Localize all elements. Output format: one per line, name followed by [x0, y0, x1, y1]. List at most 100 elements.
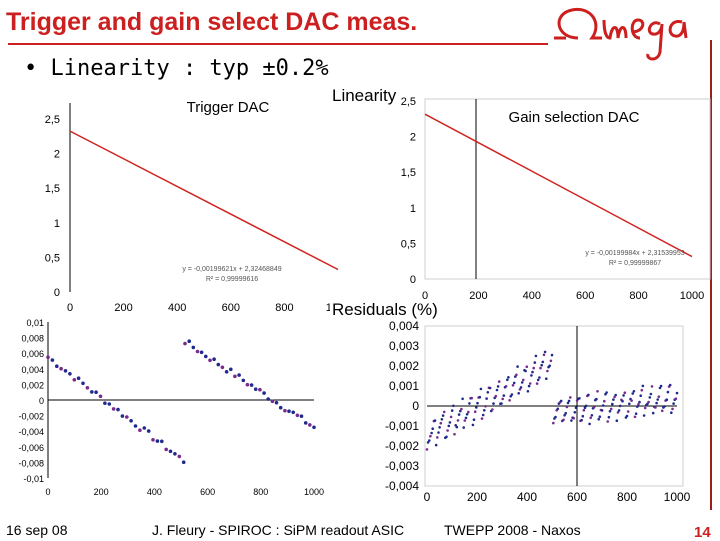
- y-tick-label: 0: [412, 399, 419, 413]
- x-tick-label: 400: [147, 487, 162, 497]
- residual-point: [534, 354, 538, 358]
- fit-equation: y = -0,00199621x + 2,32468849: [182, 266, 281, 273]
- y-tick-label: 0: [39, 396, 44, 406]
- slide-frame-line: [710, 40, 712, 510]
- residual-point: [253, 387, 258, 391]
- y-tick-label: -0,004: [18, 427, 44, 437]
- residual-point: [671, 407, 674, 411]
- residual-point: [187, 339, 191, 343]
- y-tick-label: -0,003: [385, 459, 419, 473]
- residual-point: [50, 358, 55, 362]
- residual-point: [299, 414, 304, 418]
- x-tick-label: 200: [467, 490, 487, 504]
- residual-point: [639, 394, 642, 397]
- residual-point: [625, 414, 629, 418]
- residual-point: [606, 420, 609, 423]
- residual-point: [654, 406, 657, 409]
- residual-point: [515, 373, 518, 377]
- residual-point: [308, 423, 312, 427]
- residual-point: [463, 419, 467, 422]
- residual-point: [603, 399, 606, 403]
- residual-point: [562, 418, 565, 422]
- residual-point: [611, 402, 614, 406]
- residual-point: [618, 404, 622, 408]
- residual-point: [63, 369, 68, 373]
- residual-point: [651, 411, 655, 415]
- residual-point: [502, 394, 506, 397]
- y-tick-label: 0,5: [401, 238, 416, 250]
- residual-point: [666, 390, 670, 394]
- residual-point: [447, 424, 451, 428]
- residual-point: [471, 423, 475, 427]
- residual-point: [462, 426, 465, 429]
- residual-point: [527, 384, 531, 388]
- residual-point: [120, 414, 125, 418]
- residual-point: [312, 425, 316, 430]
- residual-point: [538, 376, 541, 379]
- residual-point: [199, 350, 204, 355]
- x-tick-label: 200: [114, 302, 132, 314]
- residual-point: [476, 401, 479, 405]
- residual-point: [580, 418, 583, 422]
- residual-point: [464, 416, 468, 420]
- residual-point: [545, 377, 548, 380]
- residual-point: [481, 413, 485, 417]
- residual-point: [640, 388, 644, 392]
- fit-equation: y = -0,00199984x + 2,31539953: [585, 250, 684, 257]
- residual-point: [665, 398, 669, 401]
- residual-point: [539, 366, 542, 370]
- plot-frame: [424, 325, 684, 487]
- residual-point: [622, 394, 625, 397]
- residual-point: [434, 443, 438, 447]
- residual-point: [660, 409, 664, 413]
- residual-point: [425, 448, 429, 451]
- residual-point: [596, 390, 599, 393]
- y-tick-labels: 0 0,5 1 1,5 2 2,5: [401, 96, 416, 286]
- residual-point: [510, 393, 514, 396]
- residual-point: [495, 388, 499, 392]
- y-tick-label: 0,004: [389, 319, 419, 333]
- y-tick-label: 0,002: [21, 380, 44, 390]
- y-tick-label: 0,006: [21, 349, 44, 359]
- residual-point: [550, 353, 554, 357]
- x-tick-label: 600: [222, 302, 240, 314]
- residual-point: [511, 384, 515, 387]
- residual-point: [468, 402, 471, 405]
- residual-point: [266, 397, 271, 401]
- x-tick-label: 200: [94, 487, 109, 497]
- residual-point: [563, 414, 566, 417]
- residual-point: [470, 396, 473, 400]
- residual-point: [504, 385, 508, 388]
- residual-point: [450, 409, 454, 412]
- y-tick-label: 0,5: [45, 252, 60, 264]
- linearity-bullet: • Linearity : typ ±0.2%: [24, 56, 329, 81]
- residual-point: [542, 353, 546, 357]
- residual-point: [643, 406, 647, 410]
- residual-point: [303, 421, 308, 425]
- residual-point: [567, 399, 571, 403]
- residual-point: [76, 376, 81, 380]
- residual-point: [670, 411, 673, 414]
- residual-point: [648, 396, 652, 399]
- residual-point: [241, 378, 246, 383]
- residual-point: [501, 397, 504, 401]
- residual-point: [46, 355, 50, 359]
- residual-point: [125, 415, 129, 419]
- residual-point: [543, 350, 547, 354]
- residual-point: [428, 439, 431, 442]
- residual-point: [456, 419, 460, 422]
- y-tick-label: 1,5: [45, 183, 60, 195]
- residual-point: [656, 398, 659, 401]
- residual-point: [138, 428, 142, 432]
- residual-point: [588, 422, 591, 426]
- residual-point: [129, 419, 133, 423]
- residual-point: [446, 429, 449, 432]
- residual-point: [598, 415, 602, 418]
- residual-point: [566, 401, 570, 405]
- residual-point: [520, 381, 524, 384]
- fit-line: [424, 113, 693, 258]
- x-tick-label: 0: [45, 487, 50, 497]
- residual-point: [448, 421, 452, 424]
- footer-date: 16 sep 08: [6, 522, 68, 538]
